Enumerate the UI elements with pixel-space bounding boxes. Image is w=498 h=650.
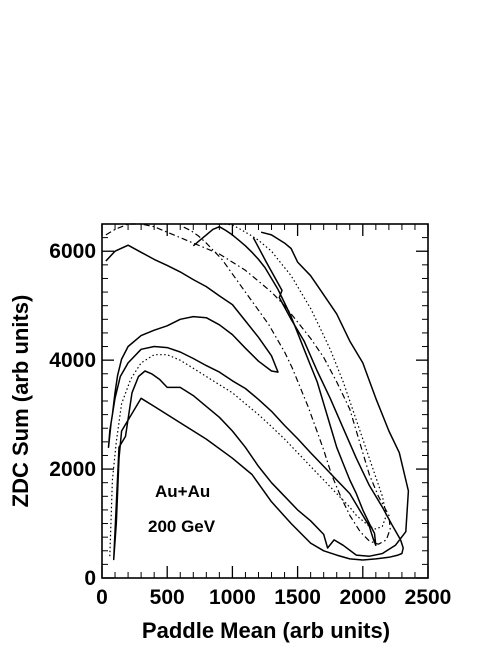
annotation-system: Au+Au bbox=[155, 482, 210, 501]
x-tick-label: 1000 bbox=[209, 586, 256, 609]
y-axis-title: ZDC Sum (arb units) bbox=[8, 295, 33, 508]
y-tick-label: 0 bbox=[84, 567, 96, 590]
x-tick-label: 1500 bbox=[274, 586, 321, 609]
y-tick-label: 6000 bbox=[49, 240, 96, 263]
contour-outer-solid bbox=[112, 231, 410, 561]
contour-inner-solid bbox=[105, 225, 377, 547]
contour-middle-dashdot bbox=[105, 223, 391, 545]
x-tick-label: 2500 bbox=[405, 586, 452, 609]
x-tick-label: 2000 bbox=[339, 586, 386, 609]
annotation-energy: 200 GeV bbox=[148, 517, 216, 536]
y-axis-ticks: 0 2000 4000 6000 bbox=[49, 223, 428, 590]
x-axis-title: Paddle Mean (arb units) bbox=[142, 618, 390, 643]
y-tick-label: 2000 bbox=[49, 458, 96, 481]
x-tick-label: 0 bbox=[96, 586, 108, 609]
y-tick-label: 4000 bbox=[49, 349, 96, 372]
contour-curves bbox=[105, 223, 410, 561]
x-axis-ticks: 0 500 1000 1500 2000 2500 bbox=[96, 224, 451, 609]
x-tick-label: 500 bbox=[150, 586, 185, 609]
